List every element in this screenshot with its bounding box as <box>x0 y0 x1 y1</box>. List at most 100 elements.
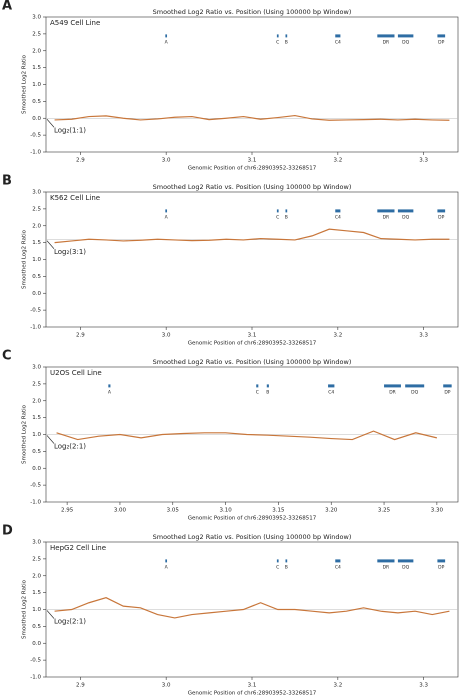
x-tick-label: 3.2 <box>333 158 342 164</box>
y-tick-label: 0.0 <box>32 641 41 647</box>
y-tick-label: -0.5 <box>30 483 41 489</box>
x-tick-label: 3.3 <box>419 158 428 164</box>
y-tick-label: 0.5 <box>32 274 41 280</box>
gene-label: DP <box>438 564 444 570</box>
reference-label: Log₂(2:1) <box>54 443 86 451</box>
y-tick-label: -0.5 <box>30 133 41 139</box>
x-tick-label: 2.95 <box>61 508 74 514</box>
gene-label: DR <box>383 214 390 220</box>
y-tick-label: 1.5 <box>32 240 41 246</box>
gene-label: A <box>165 39 169 45</box>
ratio-line <box>56 430 438 441</box>
plot-frame <box>45 16 459 153</box>
y-tick-label: 2.0 <box>32 223 41 229</box>
gene-bar <box>437 209 446 213</box>
x-axis-label: Genomic Position of chr6:28903952-332685… <box>188 341 317 347</box>
gene-bar <box>335 209 341 213</box>
reference-label: Log₂(3:1) <box>54 248 86 256</box>
y-tick-label: 1.0 <box>32 432 41 438</box>
y-tick-label: 0.5 <box>32 99 41 105</box>
gene-bar <box>256 384 259 388</box>
gene-label: DQ <box>402 214 409 220</box>
y-tick-label: 1.5 <box>32 65 41 71</box>
gene-label: DQ <box>411 389 418 395</box>
gene-bar <box>437 559 446 563</box>
chart-title: Smoothed Log2 Ratio vs. Position (Using … <box>153 183 352 191</box>
x-tick-label: 3.3 <box>419 333 428 339</box>
y-tick-label: 2.5 <box>32 206 41 212</box>
y-tick-label: 0.5 <box>32 449 41 455</box>
gene-bar <box>276 209 279 213</box>
gene-bar <box>328 384 335 388</box>
x-axis-label: Genomic Position of chr6:28903952-332685… <box>188 166 317 172</box>
gene-label: DQ <box>402 564 409 570</box>
gene-label: B <box>285 39 288 45</box>
gene-bar <box>165 559 168 563</box>
ratio-line <box>54 597 450 619</box>
gene-bar <box>397 209 414 213</box>
gene-label: C4 <box>335 564 341 570</box>
chart-title: Smoothed Log2 Ratio vs. Position (Using … <box>153 358 352 366</box>
gene-bar <box>276 34 279 38</box>
gene-label: DP <box>438 214 444 220</box>
reference-label: Log₂(1:1) <box>54 126 86 134</box>
y-tick-label: 3.0 <box>32 190 41 196</box>
y-tick-label: 1.0 <box>32 257 41 263</box>
x-tick-label: 3.2 <box>333 333 342 339</box>
y-tick-label: 0.0 <box>32 291 41 297</box>
x-tick-label: 3.1 <box>248 683 257 689</box>
y-tick-label: 3.0 <box>32 540 41 546</box>
y-tick-label: 3.0 <box>32 15 41 21</box>
gene-label: DP <box>444 389 450 395</box>
panel-label: B <box>2 174 12 189</box>
panel-label: D <box>2 524 13 539</box>
y-tick-label: -1.0 <box>30 150 41 156</box>
reference-arrow <box>46 435 55 444</box>
gene-bar <box>405 384 425 388</box>
gene-label: C <box>256 389 259 395</box>
gene-bar <box>397 559 414 563</box>
gene-bar <box>266 384 269 388</box>
y-tick-label: -0.5 <box>30 658 41 664</box>
x-tick-label: 3.10 <box>219 508 232 514</box>
y-tick-label: 1.5 <box>32 415 41 421</box>
y-tick-label: 3.0 <box>32 365 41 371</box>
gene-label: C4 <box>335 39 341 45</box>
gene-label: B <box>285 214 288 220</box>
cell-line: K562 Cell Line <box>50 194 100 202</box>
gene-bar <box>437 34 446 38</box>
x-tick-label: 3.0 <box>162 683 171 689</box>
plot-frame <box>45 191 459 328</box>
y-tick-label: 0.5 <box>32 624 41 630</box>
gene-bar <box>108 384 111 388</box>
y-tick-label: 1.5 <box>32 590 41 596</box>
reference-arrow <box>46 610 55 619</box>
x-tick-label: 3.05 <box>167 508 180 514</box>
panel-label: C <box>2 349 12 364</box>
y-tick-label: 2.5 <box>32 381 41 387</box>
gene-bar <box>377 559 395 563</box>
gene-label: C4 <box>335 214 341 220</box>
x-tick-label: 2.9 <box>76 683 85 689</box>
gene-bar <box>285 209 288 213</box>
x-tick-label: 2.9 <box>76 158 85 164</box>
gene-bar <box>377 209 395 213</box>
y-tick-label: 2.0 <box>32 573 41 579</box>
gene-label: B <box>285 564 288 570</box>
gene-bar <box>285 559 288 563</box>
y-axis-label: Smoothed Log2 Ratio <box>22 229 28 289</box>
chart-title: Smoothed Log2 Ratio vs. Position (Using … <box>153 533 352 541</box>
y-tick-label: 2.5 <box>32 556 41 562</box>
gene-label: DR <box>389 389 396 395</box>
y-tick-label: 1.0 <box>32 82 41 88</box>
ratio-line <box>54 114 450 121</box>
y-tick-label: -0.5 <box>30 308 41 314</box>
gene-bar <box>377 34 395 38</box>
cell-line: U2OS Cell Line <box>50 369 102 377</box>
x-tick-label: 3.1 <box>248 333 257 339</box>
gene-label: DQ <box>402 39 409 45</box>
y-tick-label: 1.0 <box>32 607 41 613</box>
gene-label: A <box>108 389 112 395</box>
